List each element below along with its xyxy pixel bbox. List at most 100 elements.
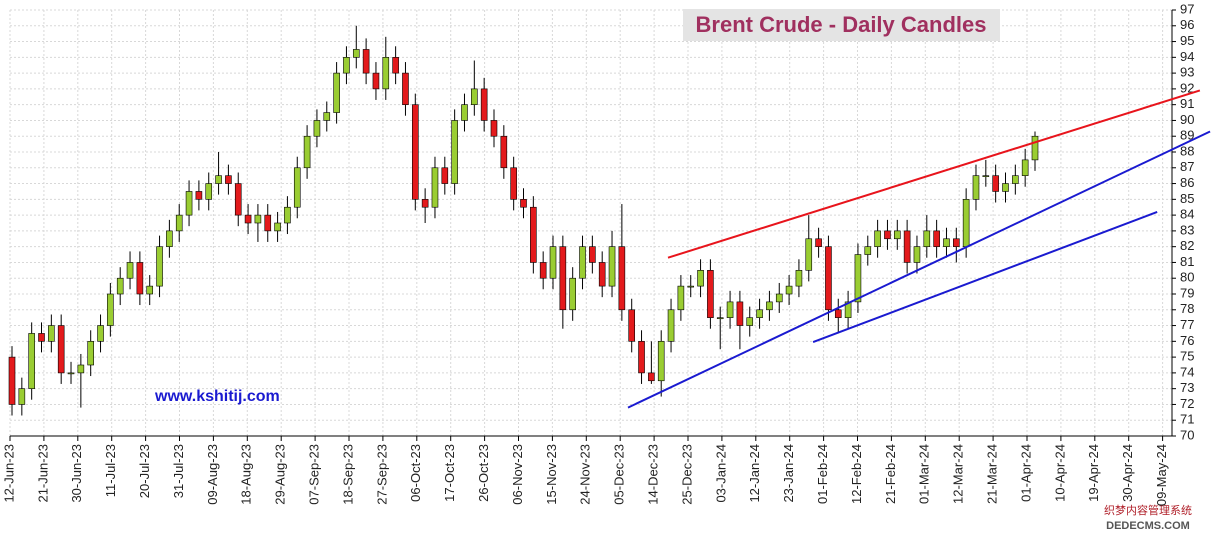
x-tick-label: 26-Oct-23 [476,444,491,502]
candle-body [736,301,744,326]
candle-body [421,199,429,208]
y-tick-label: 79 [1180,285,1194,300]
candle-body [579,246,586,279]
candle-body [67,372,75,375]
candle-body [953,238,960,247]
x-tick-label: 12-Jun-23 [1,444,16,503]
y-tick-label: 78 [1180,301,1194,316]
x-tick-label: 06-Oct-23 [408,444,423,502]
candle-body [126,262,134,279]
x-tick-label: 31-Jul-23 [171,444,186,498]
candle-body [913,246,921,263]
candle-body [87,341,94,366]
candle-body [313,120,321,137]
candle-body [539,262,547,279]
candle-body [48,325,55,342]
x-tick-label: 20-Jul-23 [137,444,152,498]
x-tick-label: 07-Sep-23 [307,444,322,505]
candle-body [864,246,872,255]
x-tick-label: 30-Apr-24 [1120,444,1135,502]
x-tick-label: 27-Sep-23 [374,444,389,505]
y-tick-label: 93 [1180,65,1194,80]
candle-body [225,175,232,184]
candle-body [677,285,685,311]
candle-body [687,285,695,288]
candle-body [707,270,714,318]
candle-body [431,167,439,208]
y-tick-label: 71 [1180,412,1194,427]
candle-body [1012,175,1019,184]
trend-line [667,89,1201,259]
y-tick-label: 80 [1180,270,1194,285]
candle-body [215,175,222,184]
x-tick-label: 12-Feb-24 [849,444,864,504]
x-tick-label: 23-Jan-24 [781,444,796,503]
x-tick-label: 30-Jun-23 [69,444,84,503]
x-tick-label: 15-Nov-23 [544,444,559,505]
x-tick-label: 24-Nov-23 [578,444,593,505]
candle-body [589,246,596,263]
candle-body [136,262,144,295]
candle-body [874,230,881,247]
candle-body [775,293,783,303]
candle-body [500,135,508,169]
candle-body [598,262,606,287]
y-tick-label: 70 [1180,427,1194,442]
candle-body [943,238,950,247]
y-tick-label: 75 [1180,349,1194,364]
candle-body [411,104,419,200]
candle-body [834,309,842,318]
candle-body [933,230,940,247]
x-tick-label: 18-Aug-23 [239,444,254,505]
candle-body [490,120,498,137]
candle-body [628,309,636,342]
candle-body [323,112,331,121]
candle-body [962,199,970,247]
y-tick-label: 72 [1180,396,1194,411]
chart-title: Brent Crude - Daily Candles [696,12,987,37]
candle-body [372,72,380,90]
x-tick-label: 29-Aug-23 [273,444,288,505]
x-tick-label: 21-Jun-23 [35,444,50,503]
candle-body [1021,159,1029,176]
x-tick-label: 10-Apr-24 [1052,444,1067,502]
y-tick-label: 92 [1180,80,1194,95]
candle-body [116,277,124,295]
candle-body [77,364,85,374]
y-tick-label: 82 [1180,238,1194,253]
candle-body [608,246,616,287]
y-tick-label: 87 [1180,159,1194,174]
x-tick-label: 12-Jan-24 [747,444,762,503]
candle-body [343,57,350,74]
candle-body [854,254,862,303]
y-tick-label: 74 [1180,364,1194,379]
candle-body [461,104,468,121]
y-tick-label: 95 [1180,33,1194,48]
x-tick-label: 14-Dec-23 [646,444,661,505]
candle-body [549,246,557,279]
candle-body [156,246,163,287]
candle-body [648,372,655,382]
corner-watermark: DEDECMS.COM [1106,520,1190,532]
y-tick-label: 96 [1180,17,1194,32]
candle-body [766,301,773,311]
candle-body [146,285,154,295]
candle-body [844,301,852,318]
x-tick-label: 03-Jan-24 [713,444,728,503]
candle-body [382,57,390,90]
candle-body [274,222,281,232]
y-tick-label: 89 [1180,128,1194,143]
candle-body [972,175,980,200]
candle-body [441,167,449,184]
candle-body [992,175,999,192]
trend-line [627,130,1211,409]
y-tick-label: 81 [1180,254,1194,269]
y-tick-label: 73 [1180,380,1194,395]
y-tick-label: 85 [1180,191,1194,206]
candle-body [195,191,203,200]
x-tick-label: 21-Mar-24 [985,444,1000,504]
title-box [683,9,1000,41]
candle-body [264,214,272,232]
candle-body [756,309,763,318]
candle-body [559,246,567,311]
